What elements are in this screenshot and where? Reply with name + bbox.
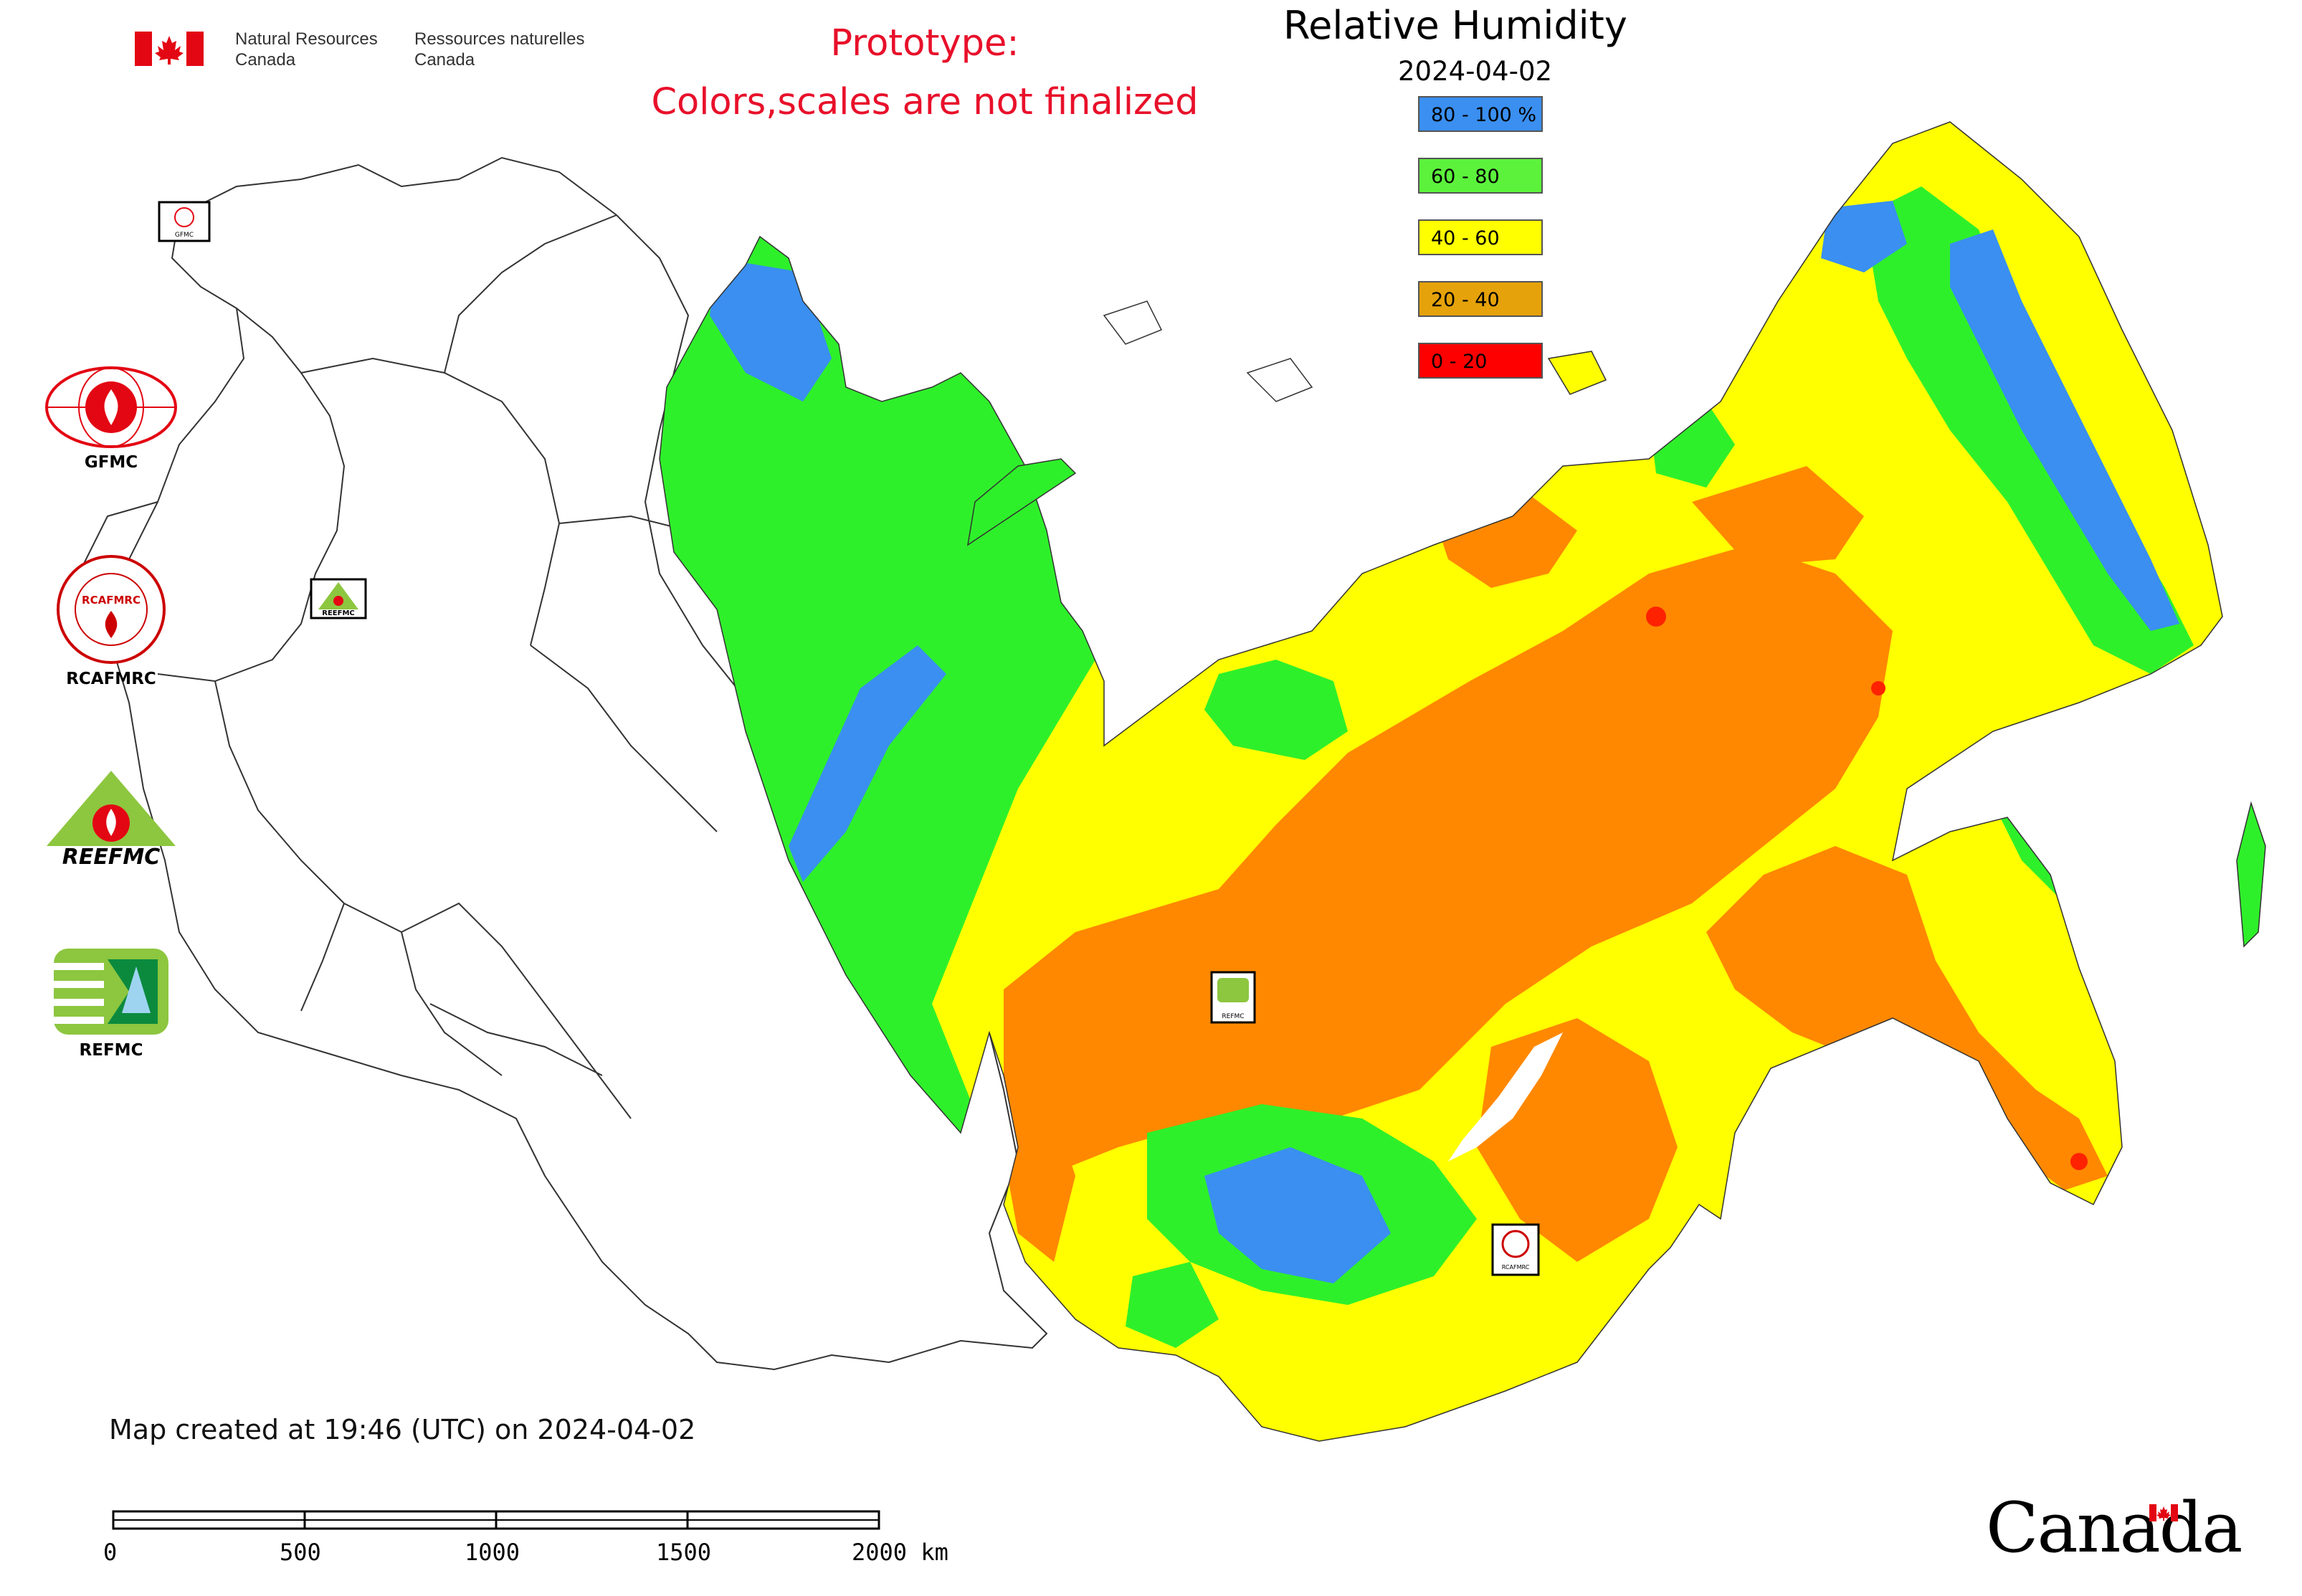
reefmc-marker-label: REEFMC [322,609,354,617]
scale-tick-1000: 1000 [465,1539,520,1566]
refmc-logo-label: REFMC [79,1041,143,1060]
rcafmrc-logo[interactable]: RCAFMRC RCAFMRC [29,552,194,688]
legend-item-80-100: 80 - 100 % [1418,96,1543,132]
legend-item-60-80: 60 - 80 [1418,158,1543,194]
legend-item-0-20: 0 - 20 [1418,343,1543,379]
reefmc-logo[interactable]: REEFMC [29,767,194,870]
gfmc-marker-icon[interactable]: GFMC [158,201,211,242]
canada-flag-icon [135,32,204,66]
reefmc-marker-icon[interactable]: REEFMC [310,578,367,619]
org-name-en: Natural Resources Canada [235,29,378,70]
gfmc-marker-label: GFMC [175,232,194,239]
prototype-notice: Prototype: Colors,scales are not finaliz… [651,22,1199,123]
legend-title: Relative Humidity [1283,3,1627,48]
scale-tick-1500: 1500 [656,1539,712,1566]
rcafmrc-marker-icon[interactable]: RCAFMRC [1491,1223,1540,1276]
refmc-logo-icon [54,949,168,1035]
reefmc-logo-icon: REEFMC [47,771,176,870]
nrcan-signature: Natural Resources Canada Ressources natu… [135,29,608,72]
rcafmrc-marker-label: RCAFMRC [1502,1264,1530,1270]
refmc-marker-label: REFMC [1222,1013,1244,1020]
refmc-logo[interactable]: REFMC [29,945,194,1060]
scale-tick-0: 0 [103,1539,118,1566]
refmc-marker-icon[interactable]: REFMC [1210,971,1256,1024]
scale-tick-2000: 2000 km [852,1539,948,1566]
rcafmrc-logo-label: RCAFMRC [66,670,156,688]
legend-item-20-40: 20 - 40 [1418,281,1543,317]
legend-date: 2024-04-02 [1398,56,1553,87]
gfmc-logo-label: GFMC [84,453,138,472]
canada-wordmark: Canada [1986,1488,2242,1568]
country-borders [77,156,1048,1371]
legend: 80 - 100 % 60 - 80 40 - 60 20 - 40 0 - 2… [1418,96,1547,404]
rcafmrc-logo-icon: RCAFMRC [57,555,166,664]
org-name-fr: Ressources naturelles Canada [414,29,585,70]
gfmc-logo-icon [45,366,177,448]
scale-bar [112,1510,880,1530]
reefmc-logo-text: REEFMC [62,845,160,868]
legend-item-40-60: 40 - 60 [1418,219,1543,255]
rcafmrc-logo-text: RCAFMRC [82,594,141,607]
wordmark-flag-icon [2149,1504,2178,1521]
gfmc-logo[interactable]: GFMC [29,364,194,472]
scale-tick-500: 500 [280,1539,321,1566]
map-created-note: Map created at 19:46 (UTC) on 2024-04-02 [109,1414,696,1445]
